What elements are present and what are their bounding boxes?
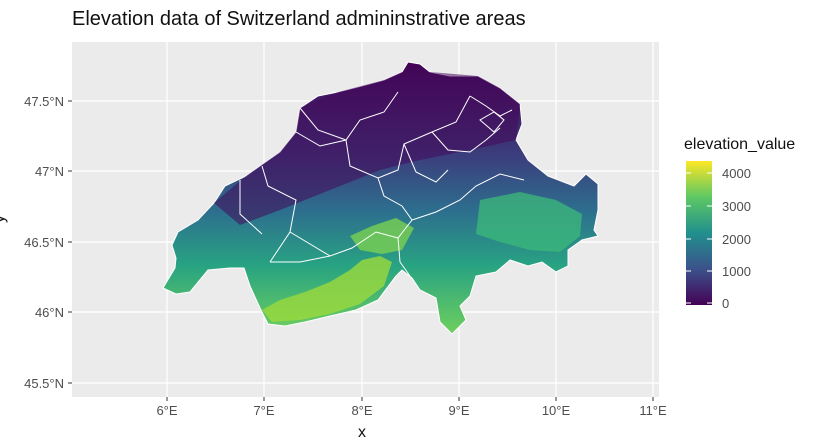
map-title: Elevation data of Switzerland admininstr… (72, 8, 526, 30)
switzerland-elevation-map (162, 61, 599, 335)
x-tick-label: 6°E (156, 403, 177, 418)
legend-tick-label: 2000 (722, 232, 751, 247)
axis-ticks (68, 100, 654, 401)
alps-east-region (476, 192, 582, 252)
y-tick-label: 46°N (35, 305, 64, 320)
legend-tick-label: 0 (722, 296, 729, 311)
alps-central-region (350, 218, 414, 254)
alps-high-region (262, 256, 392, 322)
legend-tick-label: 3000 (722, 199, 751, 214)
x-tick-label: 9°E (448, 403, 469, 418)
x-tick-label: 8°E (351, 403, 372, 418)
legend-title: elevation_value (684, 136, 796, 153)
legend-tick-label: 4000 (722, 166, 751, 181)
canton-borders (239, 91, 525, 277)
x-tick-label: 11°E (639, 403, 667, 418)
y-tick-label: 46.5°N (24, 235, 64, 250)
legend-tick-label: 1000 (722, 264, 751, 279)
y-tick-label: 45.5°N (24, 376, 64, 391)
x-axis-title: x (358, 424, 366, 441)
jura-low-region (214, 72, 520, 225)
y-tick-label: 47°N (35, 164, 64, 179)
x-tick-label: 7°E (253, 403, 274, 418)
y-tick-label: 47.5°N (24, 94, 64, 109)
y-axis-title: y (0, 215, 9, 223)
legend-colorbar (686, 161, 712, 305)
legend-ticks (686, 172, 712, 304)
x-tick-label: 10°E (542, 403, 571, 418)
